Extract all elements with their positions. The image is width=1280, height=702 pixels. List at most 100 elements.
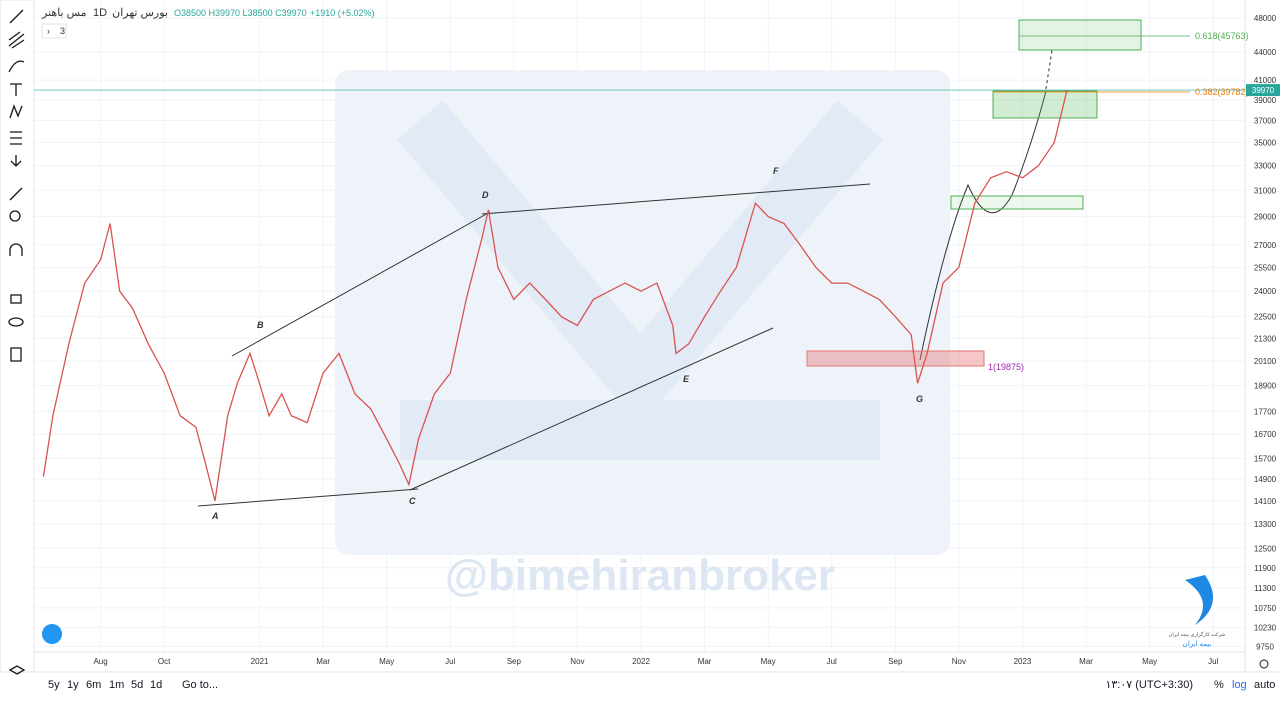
brush-tool[interactable]: [8, 60, 25, 73]
x-tick-label: Sep: [888, 657, 903, 666]
prediction-tool[interactable]: [10, 131, 22, 145]
y-tick-label: 10750: [1254, 604, 1277, 613]
trend-line[interactable]: [409, 327, 774, 491]
x-tick-label: Nov: [570, 657, 584, 666]
projection[interactable]: [1044, 49, 1053, 96]
fib-label: 1(19875): [988, 362, 1024, 372]
y-tick-label: 11900: [1254, 564, 1276, 573]
y-tick-label: 27000: [1254, 241, 1277, 250]
hide-tool[interactable]: [10, 155, 22, 167]
y-tick-label: 11300: [1254, 584, 1276, 593]
broker-logo: [1185, 575, 1213, 625]
x-tick-label: May: [1142, 657, 1157, 666]
logo-text: شرکت کارگزاری بیمه ایران: [1169, 631, 1226, 638]
x-tick-label: Nov: [952, 657, 966, 666]
fib-label: 0.382(39782): [1195, 87, 1249, 97]
support-box[interactable]: [950, 195, 1084, 210]
goto-button[interactable]: Go to...: [182, 679, 218, 691]
symbol-name[interactable]: مس باهنر: [41, 7, 87, 19]
y-tick-label: 14100: [1254, 497, 1277, 506]
y-tick-label: 48000: [1254, 14, 1277, 23]
x-tick-label: May: [761, 657, 776, 666]
x-tick-label: 2022: [632, 657, 650, 666]
lock-tool[interactable]: [10, 294, 22, 304]
fib-tool[interactable]: [8, 31, 25, 49]
measure-tool[interactable]: [9, 187, 23, 201]
brand-badge[interactable]: [42, 624, 62, 644]
support-box[interactable]: [806, 350, 985, 367]
x-tick-label: Aug: [93, 657, 107, 666]
y-tick-label: 31000: [1254, 186, 1277, 195]
wave-label: D: [482, 190, 489, 200]
log-toggle[interactable]: log: [1232, 679, 1247, 691]
wave-label: C: [409, 496, 416, 506]
y-tick-label: 18900: [1254, 381, 1277, 390]
x-tick-label: May: [379, 657, 394, 666]
y-tick-label: 14900: [1254, 475, 1277, 484]
y-tick-label: 16700: [1254, 430, 1277, 439]
trend-tool[interactable]: [9, 9, 24, 24]
trend-line[interactable]: [197, 488, 419, 507]
x-tick-label: 2021: [251, 657, 269, 666]
trash-tool[interactable]: [10, 347, 22, 362]
wave-label: B: [257, 320, 264, 330]
indicator-toggle[interactable]: [41, 23, 67, 39]
change: +1910 (+5.02%): [310, 8, 375, 18]
price-line: [42, 89, 1068, 502]
y-tick-label: 9750: [1256, 642, 1274, 651]
y-tick-label: 10230: [1254, 623, 1277, 632]
y-tick-label: 20100: [1254, 357, 1277, 366]
percent-toggle[interactable]: %: [1214, 679, 1224, 691]
target-box[interactable]: [992, 90, 1098, 119]
ohlc: O38500 H39970 L38500 C39970: [174, 8, 307, 18]
y-tick-label: 35000: [1254, 138, 1277, 147]
magnet-tool[interactable]: [9, 243, 23, 256]
x-tick-label: 2023: [1014, 657, 1032, 666]
chevron: ›: [47, 26, 50, 36]
y-tick-label: 25500: [1254, 263, 1277, 272]
indicator-count[interactable]: 3: [60, 26, 65, 36]
y-tick-label: 15700: [1254, 455, 1277, 464]
trend-line[interactable]: [481, 183, 871, 215]
range-button[interactable]: 6m: [86, 679, 101, 691]
symbol[interactable]: بورس تهران: [112, 7, 168, 19]
target-box[interactable]: [1018, 19, 1142, 51]
range-button[interactable]: 5y: [48, 679, 60, 691]
zoom-tool[interactable]: [9, 210, 21, 222]
x-tick-label: Jul: [827, 657, 837, 666]
text-tool[interactable]: [10, 83, 22, 96]
y-tick-label: 13300: [1254, 520, 1277, 529]
y-tick-label: 24000: [1254, 287, 1277, 296]
x-tick-label: Jul: [445, 657, 455, 666]
range-button[interactable]: 1d: [150, 679, 162, 691]
y-tick-label: 37000: [1254, 117, 1277, 126]
clock[interactable]: ۱۳:۰۷ (UTC+3:30): [1105, 679, 1193, 691]
range-button[interactable]: 1m: [109, 679, 124, 691]
x-tick-label: Oct: [158, 657, 171, 666]
y-tick-label: 41000: [1254, 76, 1277, 85]
watermark: @bimehiranbroker: [445, 551, 835, 600]
x-tick-label: Sep: [507, 657, 522, 666]
wave-label: A: [211, 511, 219, 521]
settings-button[interactable]: [1259, 659, 1269, 669]
range-button[interactable]: 1y: [67, 679, 79, 691]
x-tick-label: Jul: [1208, 657, 1218, 666]
interval[interactable]: 1D: [93, 7, 107, 19]
range-button[interactable]: 5d: [131, 679, 143, 691]
y-tick-label: 29000: [1254, 213, 1277, 222]
fib-label: 0.618(45763): [1195, 31, 1249, 41]
y-tick-label: 39000: [1254, 96, 1277, 105]
pattern-tool[interactable]: [9, 104, 23, 119]
eye-tool[interactable]: [8, 317, 24, 327]
y-tick-label: 21300: [1254, 334, 1277, 343]
wave-label: F: [773, 166, 779, 176]
watermark-shape: [397, 100, 883, 460]
left-toolbar: [0, 0, 35, 673]
layers-tool[interactable]: [8, 665, 26, 675]
auto-toggle[interactable]: auto: [1254, 679, 1275, 691]
y-tick-label: 22500: [1254, 313, 1277, 322]
logo-text: بیمه ایران: [1183, 640, 1212, 648]
trend-line[interactable]: [231, 211, 491, 357]
y-tick-label: 33000: [1254, 162, 1277, 171]
